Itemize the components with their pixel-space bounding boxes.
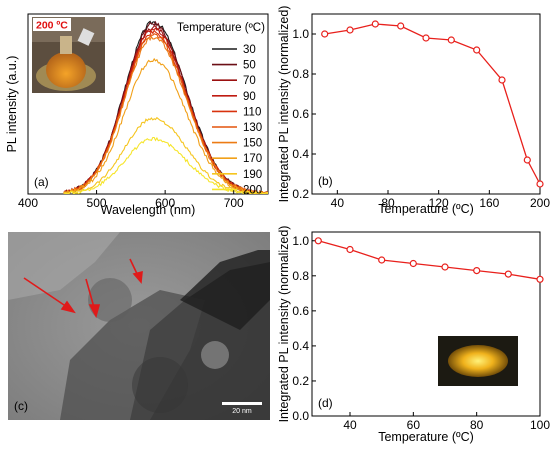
- data-point: [321, 30, 329, 38]
- inset-photo-flask: 200 ºC: [32, 17, 105, 93]
- data-point: [422, 34, 430, 42]
- x-tick-label: 80: [381, 196, 395, 210]
- legend-item-50: 50: [243, 60, 256, 72]
- legend: 30 50 70 90 110 130 150 170 190 200: [212, 44, 262, 196]
- y-tick-label: 0.2: [292, 374, 309, 388]
- panel-b-frame: [311, 13, 541, 195]
- panel-d-label: (d): [318, 396, 333, 410]
- legend-item-90: 90: [243, 91, 256, 103]
- data-point: [523, 156, 531, 164]
- spectrum-line-190: [63, 116, 268, 194]
- panel-d-y-label: Integrated PL intensity (normalized): [277, 226, 291, 423]
- inset-temp-label: 200 ºC: [36, 20, 68, 32]
- legend-item-150: 150: [243, 138, 262, 150]
- data-point: [447, 36, 455, 44]
- data-point: [371, 20, 379, 28]
- panel-d-frame: [311, 231, 541, 417]
- y-tick-label: 0.2: [292, 187, 309, 201]
- data-point: [378, 256, 386, 264]
- legend-item-170: 170: [243, 153, 262, 165]
- panel-a-label: (a): [34, 175, 49, 189]
- data-point: [314, 237, 322, 245]
- data-point: [409, 259, 417, 268]
- inset-flask: [46, 52, 86, 88]
- panel-a-y-label: PL intensity (a.u.): [5, 56, 19, 153]
- inset-temp-badge: [33, 18, 71, 31]
- panel-b-series: [321, 20, 544, 188]
- panel-c-tem-image: 20 nm (c): [8, 232, 270, 420]
- legend-item-70: 70: [243, 75, 256, 87]
- data-point: [498, 76, 506, 84]
- y-tick-label: 0.8: [292, 269, 309, 283]
- y-tick-label: 0.6: [292, 304, 309, 318]
- inset-glowing-powder: [448, 345, 508, 377]
- data-point: [536, 180, 544, 188]
- data-point: [473, 267, 481, 275]
- scale-bar: [222, 402, 262, 405]
- x-tick-label: 40: [331, 196, 345, 210]
- y-tick-label: 1.0: [292, 234, 309, 248]
- y-tick-label: 0.4: [292, 147, 309, 161]
- x-tick-label: 600: [155, 196, 175, 210]
- scale-bar-label: 20 nm: [232, 408, 252, 415]
- x-tick-label: 200: [530, 196, 550, 210]
- x-tick-label: 100: [530, 418, 550, 432]
- legend-item-200: 200: [243, 184, 262, 196]
- arrow-head: [88, 304, 101, 319]
- data-point: [441, 263, 449, 271]
- series-line: [324, 23, 541, 185]
- x-tick-label: 120: [429, 196, 449, 210]
- panel-b-label: (b): [318, 174, 333, 188]
- x-tick-label: 400: [18, 196, 38, 210]
- panel-c-label: (c): [14, 399, 28, 413]
- arrow: [23, 277, 71, 310]
- data-point: [397, 22, 405, 30]
- legend-item-190: 190: [243, 169, 262, 181]
- series-line: [318, 240, 541, 280]
- spectrum-line-130: [63, 33, 268, 194]
- inset-photo-powder: [438, 336, 518, 386]
- y-tick-label: 0.6: [292, 107, 309, 121]
- tem-arrows: [23, 258, 143, 319]
- arrow-head: [60, 300, 76, 314]
- x-tick-label: 60: [407, 418, 421, 432]
- data-point: [536, 275, 544, 283]
- y-tick-label: 1.0: [292, 27, 309, 41]
- panel-b-integrated-vs-temp: 40 80 120 160 200 0.2 0.4 0.6 0.8 1.0 Temperature…: [277, 6, 550, 216]
- panel-a-frame: [27, 13, 269, 195]
- panel-d-integrated-vs-temp: 40 60 80 100 0.0 0.2 0.4 0.6 0.8 1.0 Temperature …: [277, 226, 550, 444]
- y-tick-label: 0.4: [292, 339, 309, 353]
- panel-b-x-label: Temperature (ºC): [378, 202, 474, 216]
- x-tick-label: 700: [224, 196, 244, 210]
- x-tick-label: 80: [470, 418, 484, 432]
- y-tick-label: 0.0: [292, 409, 309, 423]
- data-point: [504, 270, 512, 278]
- x-tick-label: 40: [343, 418, 357, 432]
- panel-a-spectra: 400 500 600 700 Wavelength (nm) PL intensit…: [5, 13, 269, 217]
- y-tick-label: 0.8: [292, 67, 309, 81]
- panel-b-y-label: Integrated PL intensity (normalized): [277, 6, 291, 203]
- panel-d-x-label: Temperature (ºC): [378, 430, 474, 444]
- data-point: [346, 26, 354, 34]
- data-point: [473, 46, 481, 54]
- spectrum-line-170: [63, 57, 268, 194]
- arrow-head: [132, 270, 143, 284]
- panel-d-series: [314, 237, 544, 283]
- x-tick-label: 160: [479, 196, 499, 210]
- panel-a-x-label: Wavelength (nm): [101, 203, 196, 217]
- data-point: [346, 245, 354, 254]
- x-tick-label: 500: [87, 196, 107, 210]
- panel-a-x-ticks: 400 500 600 700: [18, 190, 244, 210]
- legend-item-130: 130: [243, 122, 262, 134]
- legend-item-30: 30: [243, 44, 256, 56]
- legend-title: Temperature (ºC): [177, 22, 265, 34]
- legend-item-110: 110: [243, 106, 261, 118]
